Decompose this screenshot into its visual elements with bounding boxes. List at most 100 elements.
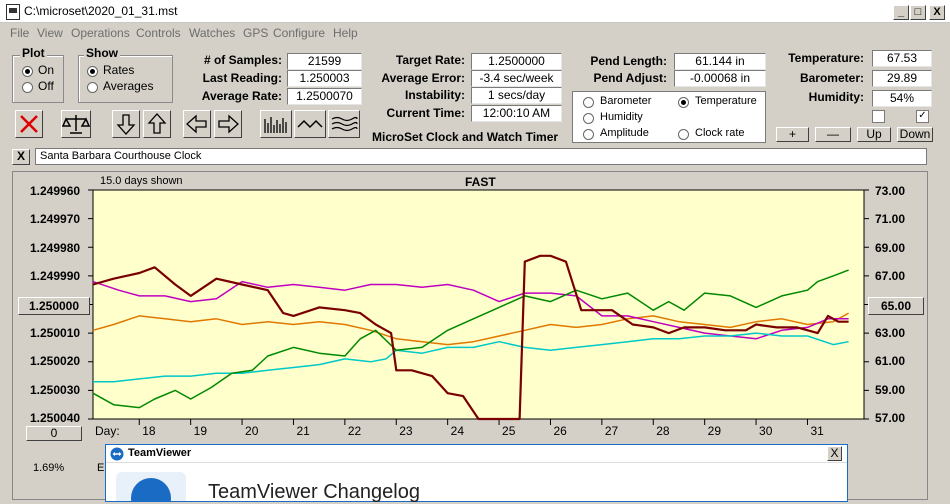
- right-tick-3: 67.00: [875, 269, 906, 283]
- day-label-30: 30: [759, 424, 773, 438]
- arrow-up-button[interactable]: [143, 110, 171, 138]
- clock-rate-radio[interactable]: [678, 129, 689, 140]
- day-label-31: 31: [810, 424, 824, 438]
- teamviewer-close-button[interactable]: X: [827, 446, 842, 461]
- right-tick-2: 69.00: [875, 241, 906, 255]
- bar-chart-icon: [264, 117, 287, 133]
- current-time-value: 12:00:10 AM: [471, 105, 562, 122]
- reject-icon: [20, 115, 38, 133]
- fast-status-label: FAST: [465, 175, 496, 189]
- day-label-28: 28: [656, 424, 670, 438]
- humidity-label: Humidity:: [808, 90, 864, 104]
- day-label-29: 29: [707, 424, 722, 438]
- maximize-button[interactable]: □: [910, 5, 926, 20]
- day-label-19: 19: [193, 424, 208, 438]
- teamviewer-titlebar: TeamViewer X: [106, 445, 847, 463]
- menu-operations[interactable]: Operations: [71, 26, 130, 40]
- window-title: C:\microset\2020_01_31.mst: [24, 4, 178, 18]
- menu-bar: File View Operations Controls Watches GP…: [0, 23, 950, 41]
- series-clock-rate: [92, 254, 849, 421]
- bars-button[interactable]: [260, 110, 292, 138]
- plot-group-title: Plot: [20, 46, 47, 60]
- humidity-option-label: Humidity: [600, 111, 643, 123]
- series-barometer: [92, 312, 849, 346]
- scale-plus-button[interactable]: +: [776, 127, 809, 142]
- teamviewer-heading: TeamViewer Changelog: [208, 481, 420, 503]
- bottom-percent-label: 1.69%: [33, 462, 65, 474]
- arrow-left-button[interactable]: [183, 110, 211, 138]
- right-center-button[interactable]: 65.00: [868, 297, 924, 315]
- left-tick-5: 1.250010: [30, 326, 81, 340]
- arrow-left-icon: [186, 114, 207, 134]
- menu-watches[interactable]: Watches: [189, 26, 236, 40]
- right-tick-0: 73.00: [875, 184, 906, 198]
- instability-value: 1 secs/day: [471, 87, 562, 104]
- menu-gps[interactable]: GPS: [243, 26, 269, 40]
- menu-configure[interactable]: Configure: [273, 26, 326, 40]
- temperature-radio[interactable]: [678, 97, 689, 108]
- checkbox-right[interactable]: ✓: [916, 110, 929, 123]
- day-label-18: 18: [142, 424, 156, 438]
- average-rate-label: Average Rate:: [201, 89, 282, 103]
- pend-length-value: 61.144 in: [674, 53, 766, 70]
- left-center-button[interactable]: 1.250000: [18, 297, 90, 315]
- clock-close-button[interactable]: X: [12, 149, 30, 165]
- checkbox-left[interactable]: [872, 110, 885, 123]
- day-label-27: 27: [604, 424, 619, 438]
- barometer-radio[interactable]: [583, 97, 594, 108]
- day-label-20: 20: [245, 424, 259, 438]
- average-rate-value: 1.2500070: [287, 88, 362, 105]
- left-zero-button[interactable]: 0: [26, 426, 82, 441]
- scale-up-button[interactable]: Up: [857, 127, 891, 142]
- wave-button[interactable]: [294, 110, 326, 138]
- menu-controls[interactable]: Controls: [136, 26, 181, 40]
- plot-off-label: Off: [38, 79, 54, 93]
- temperature-option-label: Temperature: [695, 95, 757, 107]
- scale-minus-button[interactable]: —: [815, 127, 851, 142]
- menu-view[interactable]: View: [37, 26, 63, 40]
- amplitude-option-label: Amplitude: [600, 127, 649, 139]
- day-label-25: 25: [502, 424, 516, 438]
- temperature-value: 67.53: [872, 50, 932, 67]
- barometer-value: 29.89: [872, 70, 932, 87]
- reject-button[interactable]: [15, 110, 43, 138]
- right-tick-7: 59.00: [875, 383, 906, 397]
- show-rates-radio[interactable]: [87, 66, 98, 77]
- show-averages-radio[interactable]: [87, 82, 98, 93]
- plot-on-radio[interactable]: [22, 66, 33, 77]
- left-tick-0: 1.249960: [30, 184, 81, 198]
- teamviewer-big-logo: [116, 472, 186, 501]
- amplitude-radio[interactable]: [583, 129, 594, 140]
- arrow-right-button[interactable]: [214, 110, 242, 138]
- show-rates-label: Rates: [103, 63, 135, 77]
- close-button[interactable]: X: [929, 5, 945, 20]
- target-rate-label: Target Rate:: [395, 53, 465, 67]
- app-name-label: MicroSet Clock and Watch Timer: [372, 130, 559, 144]
- right-tick-8: 57.00: [875, 411, 906, 425]
- show-averages-label: Averages: [103, 79, 154, 93]
- clock-name-field[interactable]: Santa Barbara Courthouse Clock: [35, 148, 927, 165]
- overlay-options-box: Barometer Temperature Humidity Amplitude…: [572, 91, 766, 143]
- multi-wave-button[interactable]: [328, 110, 360, 138]
- menu-file[interactable]: File: [10, 26, 30, 40]
- app-icon: [6, 4, 20, 20]
- left-tick-1: 1.249970: [30, 212, 81, 226]
- balance-button[interactable]: [61, 110, 91, 138]
- plot-on-label: On: [38, 63, 55, 77]
- instability-label: Instability:: [404, 88, 465, 102]
- plot-off-radio[interactable]: [22, 82, 33, 93]
- barometer-option-label: Barometer: [600, 95, 652, 107]
- scale-down-button[interactable]: Down: [897, 127, 933, 142]
- show-group: [78, 55, 173, 103]
- humidity-radio[interactable]: [583, 113, 594, 124]
- minimize-button[interactable]: _: [893, 5, 909, 20]
- teamviewer-logo-icon: [110, 447, 124, 461]
- samples-label: # of Samples:: [203, 53, 282, 67]
- arrow-down-button[interactable]: [112, 110, 140, 138]
- left-tick-3: 1.249990: [30, 269, 81, 283]
- menu-help[interactable]: Help: [333, 26, 358, 40]
- day-axis-label: Day:: [95, 424, 120, 438]
- pend-adjust-label: Pend Adjust:: [593, 71, 667, 85]
- day-label-21: 21: [296, 424, 310, 438]
